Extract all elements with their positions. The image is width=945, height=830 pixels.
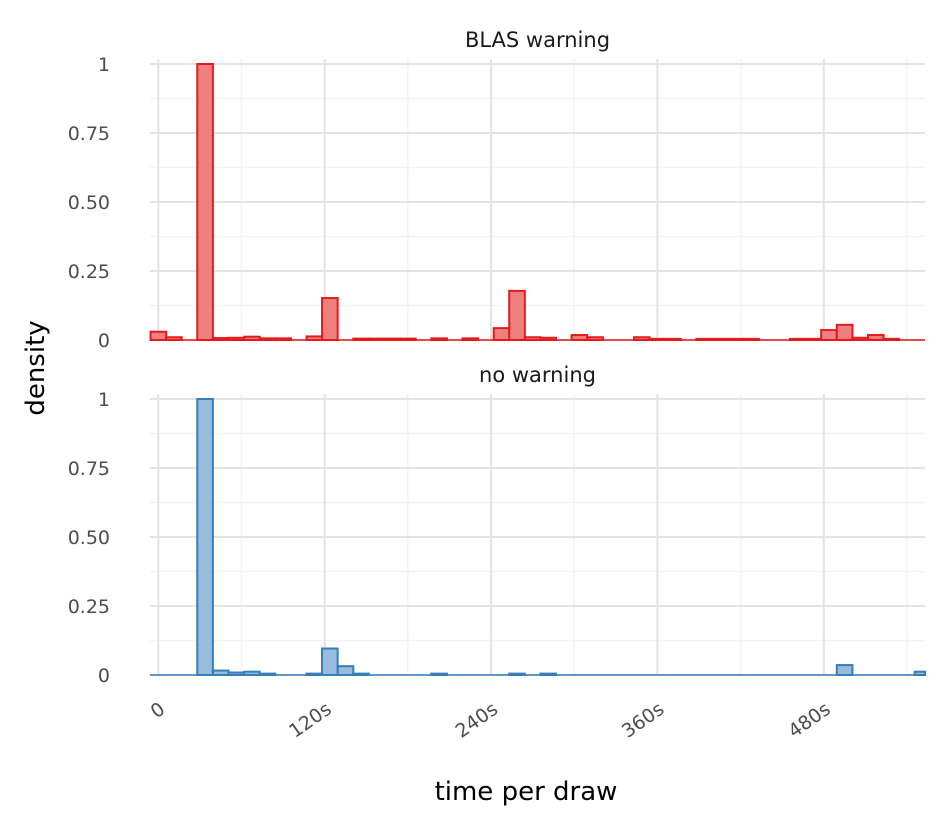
- histogram-bar: [321, 647, 339, 677]
- histogram-bar: [352, 672, 370, 676]
- x-tick-label: 120s: [285, 698, 335, 743]
- histogram-bar: [726, 337, 745, 341]
- histogram-bar: [258, 337, 277, 341]
- histogram-bar: [461, 337, 480, 341]
- panel-2: 0 0.25 0.50 0.75 1 no warning: [68, 363, 926, 687]
- y-tick-label: 1: [98, 389, 110, 411]
- y-tick-label: 0.50: [68, 192, 110, 214]
- histogram-bar: [508, 672, 526, 676]
- y-tick-label: 0: [98, 330, 110, 352]
- histogram-bar: [274, 337, 292, 341]
- histogram-bar: [539, 672, 558, 676]
- histogram-bar: [570, 334, 589, 342]
- panel-title: BLAS warning: [465, 28, 610, 52]
- y-tick-label: 0.50: [68, 527, 110, 549]
- histogram-bar: [711, 337, 729, 341]
- histogram-bar: [867, 334, 885, 342]
- histogram-bar: [243, 335, 261, 341]
- histogram-bar: [523, 336, 542, 341]
- histogram-bar: [430, 672, 448, 676]
- y-tick-label: 1: [98, 54, 110, 76]
- histogram-bar: [352, 337, 370, 341]
- x-axis-title: time per draw: [435, 777, 618, 807]
- histogram-bar: [399, 337, 417, 341]
- histogram-bar: [258, 672, 277, 676]
- panel-title: no warning: [479, 363, 596, 387]
- x-tick-label: 240s: [451, 698, 501, 743]
- histogram-bar: [632, 336, 651, 341]
- x-tick-label: 360s: [618, 698, 668, 743]
- y-tick-label: 0.25: [68, 261, 110, 283]
- histogram-bar: [149, 330, 168, 342]
- histogram-bar: [211, 669, 230, 676]
- y-tick-label: 0.75: [68, 458, 110, 480]
- histogram-bar: [804, 337, 823, 341]
- histogram-bar: [851, 336, 869, 341]
- histogram-bar: [820, 329, 838, 341]
- histogram-bar: [835, 323, 854, 342]
- histogram-bar: [227, 336, 246, 341]
- axis-layer: 0 120s 240s 360s 480s: [147, 698, 835, 743]
- histogram-bar: [336, 665, 355, 677]
- histogram-bar: [196, 63, 214, 341]
- histogram-bar: [321, 297, 339, 342]
- histogram-bar: [742, 337, 760, 341]
- panels-layer: 0 0.25 0.50 0.75 1 BLAS warning 0 0.25 0.50 0.75 1…: [68, 28, 926, 687]
- histogram-bar: [243, 670, 261, 676]
- y-tick-label: 0.25: [68, 596, 110, 618]
- histogram-bar: [508, 289, 526, 342]
- histogram-bar: [196, 398, 214, 676]
- histogram-bar: [586, 336, 604, 341]
- x-tick-label: 480s: [784, 698, 834, 743]
- histogram-bar: [539, 336, 558, 341]
- histogram-bar: [227, 671, 246, 676]
- histogram-bar: [367, 337, 386, 341]
- histogram-bar: [648, 337, 667, 341]
- y-tick-label: 0: [98, 665, 110, 687]
- histogram-bar: [788, 337, 807, 341]
- histogram-bar: [913, 670, 926, 676]
- y-tick-label: 0.75: [68, 123, 110, 145]
- histogram-bar: [664, 337, 682, 341]
- histogram-bar: [835, 664, 854, 677]
- histogram-bar: [492, 327, 511, 341]
- panel-1: 0 0.25 0.50 0.75 1 BLAS warning: [68, 28, 925, 352]
- x-tick-label: 0: [147, 698, 170, 723]
- histogram-bar: [695, 337, 713, 341]
- histogram-bar: [430, 337, 448, 341]
- histogram-bar: [165, 336, 183, 341]
- histogram-bar: [211, 337, 230, 341]
- histogram-bar: [383, 337, 402, 341]
- histogram-bar: [305, 672, 324, 676]
- histogram-bar: [882, 337, 901, 341]
- histogram-bar: [305, 335, 324, 341]
- y-axis-title: density: [21, 320, 51, 415]
